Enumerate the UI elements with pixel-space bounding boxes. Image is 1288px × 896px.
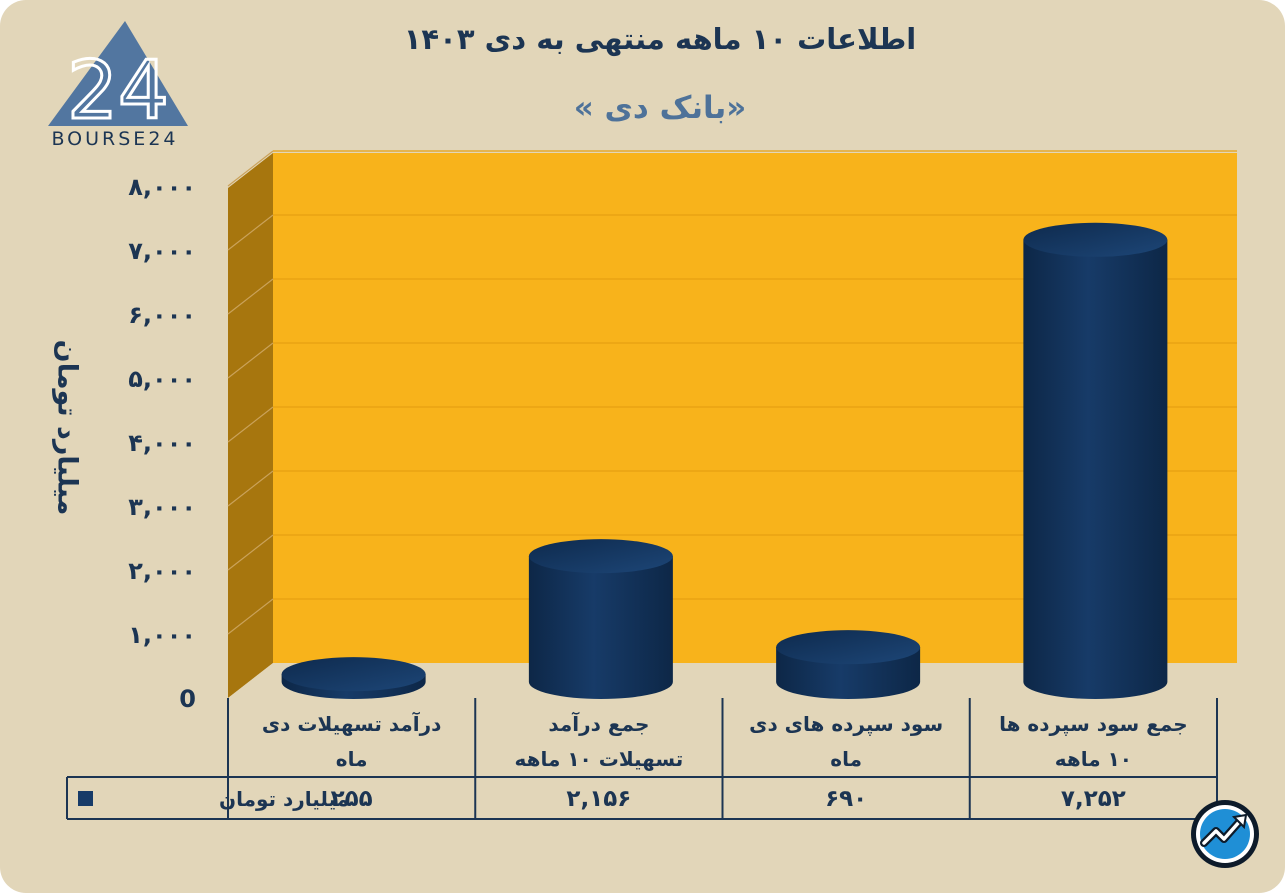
x-category-label: سود سپرده های دی (749, 712, 943, 737)
gridline (227, 278, 274, 315)
chart-subtitle: «بانک دی » (573, 90, 747, 126)
bar-top (281, 657, 426, 692)
bar (281, 657, 426, 700)
bar-body (528, 556, 673, 700)
x-category-label: جمع سود سپرده ها (999, 712, 1188, 737)
y-tick-label: ۶,۰۰۰ (128, 301, 196, 329)
gridline (227, 470, 274, 507)
x-category-label: ۱۰ ماهه (1055, 747, 1132, 771)
y-tick-label: 0 (179, 685, 196, 713)
bar-top (528, 539, 673, 574)
bar (776, 630, 921, 700)
y-tick-label: ۲,۰۰۰ (128, 557, 196, 585)
data-label: ۲۵۵ (331, 786, 373, 812)
legend-swatch (78, 791, 93, 806)
bar (1023, 222, 1168, 699)
chart-title: اطلاعات ۱۰ ماهه منتهی به دی ۱۴۰۳ (403, 22, 917, 56)
bourse24-logo: 24 (48, 21, 188, 139)
x-category-label: ماه (830, 747, 862, 771)
y-tick-label: ۴,۰۰۰ (128, 429, 196, 457)
y-tick-label: ۷,۰۰۰ (128, 237, 196, 265)
bar (528, 539, 673, 700)
svg-text:24: 24 (67, 44, 169, 137)
y-tick-label: ۱,۰۰۰ (128, 621, 196, 649)
gridline (227, 214, 274, 251)
x-category-label: ماه (336, 747, 368, 771)
bar-body (1023, 239, 1168, 699)
gridline (227, 342, 274, 379)
y-tick-label: ۳,۰۰۰ (128, 493, 196, 521)
data-label: ۷,۲۵۲ (1061, 786, 1126, 812)
x-category-label: جمع درآمد (548, 711, 649, 736)
logo-text: BOURSE24 (51, 128, 179, 150)
x-category-label: درآمد تسهیلات دی (262, 711, 442, 736)
gridline (227, 406, 274, 443)
legend-label: میلیارد تومان (219, 787, 349, 811)
gridline (227, 598, 274, 635)
gridline (227, 150, 274, 187)
x-category-label: تسهیلات ۱۰ ماهه (514, 747, 683, 771)
gridline (227, 534, 274, 571)
y-tick-label: ۸,۰۰۰ (128, 173, 196, 201)
data-label: ۶۹۰ (825, 786, 867, 812)
plot-floor (228, 663, 1237, 698)
bar-top (1023, 222, 1168, 257)
y-tick-label: ۵,۰۰۰ (128, 365, 196, 393)
data-label: ۲,۱۵۶ (566, 786, 631, 812)
trend-up-icon[interactable] (1190, 799, 1260, 869)
bar-top (776, 630, 921, 665)
